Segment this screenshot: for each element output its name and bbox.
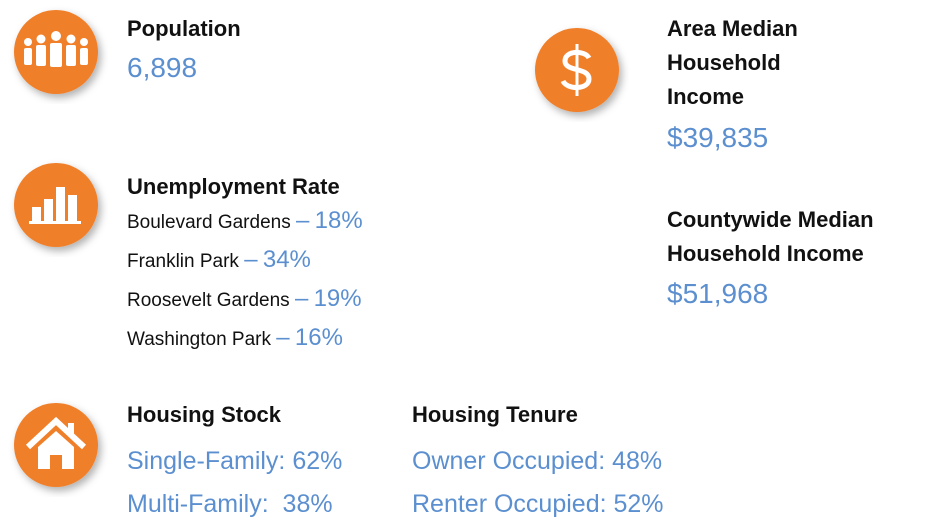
area-name: Washington Park xyxy=(127,329,271,350)
housing-stock-label: Housing Stock xyxy=(127,402,282,427)
area-name: Franklin Park xyxy=(127,251,239,272)
rate-value: 16% xyxy=(294,324,343,351)
separator: – xyxy=(244,246,258,273)
housing-tenure-list: Owner Occupied: 48% Renter Occupied: 52% xyxy=(412,440,664,526)
rate-value: 18% xyxy=(314,207,363,234)
population-value: 6,898 xyxy=(127,52,198,83)
area-income-value: $39,835 xyxy=(667,122,769,153)
unemployment-row: Franklin Park – 34% xyxy=(127,241,363,280)
housing-row: Single-Family: 62% xyxy=(127,447,343,475)
unemployment-row: Roosevelt Gardens – 19% xyxy=(127,280,363,319)
rate-value: 34% xyxy=(262,246,311,273)
housing-stock-list: Single-Family: 62% Multi-Family: 38% xyxy=(127,440,342,526)
population-label: Population xyxy=(127,16,241,41)
housing-row: Owner Occupied: 48% xyxy=(412,447,663,475)
area-income-label: Area Median Household Income xyxy=(667,16,798,109)
housing-icon xyxy=(14,403,98,487)
area-name: Roosevelt Gardens xyxy=(127,290,290,311)
population-icon xyxy=(14,10,98,94)
county-income-value: $51,968 xyxy=(667,278,769,309)
separator: – xyxy=(296,207,310,234)
unemployment-list: Boulevard Gardens – 18% Franklin Park – 3… xyxy=(127,202,363,358)
unemployment-icon xyxy=(14,163,98,247)
separator: – xyxy=(294,285,309,312)
unemployment-row: Boulevard Gardens – 18% xyxy=(127,202,363,241)
county-income-label: Countywide Median Household Income xyxy=(667,207,874,266)
housing-row: Renter Occupied: 52% xyxy=(412,490,664,518)
unemployment-label: Unemployment Rate xyxy=(127,174,340,199)
housing-tenure-label: Housing Tenure xyxy=(412,402,578,427)
separator: – xyxy=(276,324,290,351)
area-name: Boulevard Gardens xyxy=(127,212,291,233)
housing-row: Multi-Family: 38% xyxy=(127,490,333,518)
rate-value: 19% xyxy=(313,285,362,312)
unemployment-row: Washington Park – 16% xyxy=(127,319,363,358)
income-icon xyxy=(535,28,619,112)
